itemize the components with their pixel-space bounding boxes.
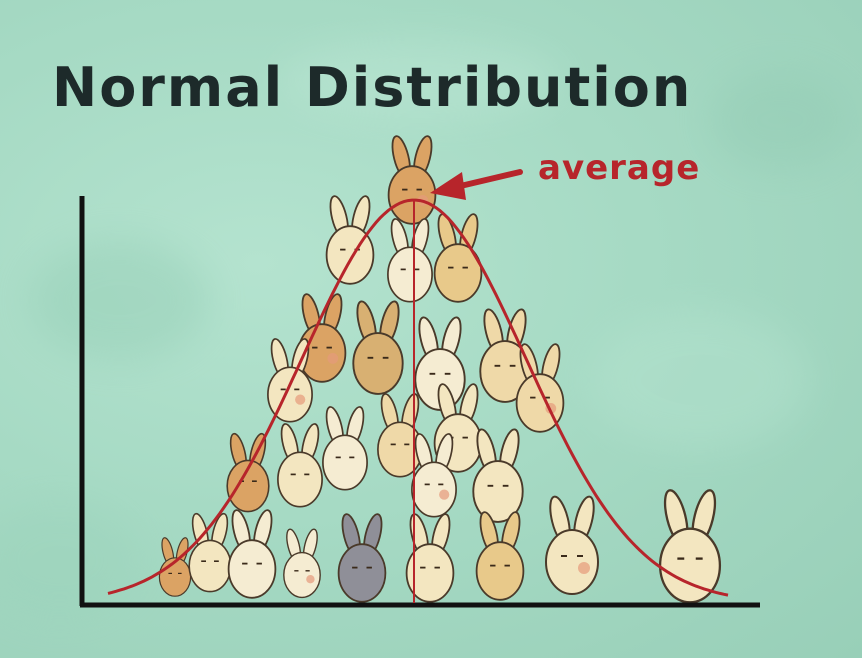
bunny-icon bbox=[377, 393, 423, 478]
arrow-icon bbox=[430, 169, 523, 200]
bunny-icon bbox=[277, 423, 323, 508]
bunny-icon bbox=[322, 406, 368, 491]
bunny-icon bbox=[325, 195, 375, 285]
average-label: average bbox=[538, 148, 701, 188]
background-texture bbox=[0, 40, 850, 620]
bunny-icon bbox=[472, 428, 524, 523]
bunny-icon bbox=[297, 293, 347, 383]
bunny-icon bbox=[658, 489, 722, 604]
bunny-icon bbox=[411, 433, 457, 518]
bunny-icon bbox=[337, 513, 387, 603]
bunny-icon bbox=[475, 511, 525, 601]
bunny-icon bbox=[283, 528, 321, 599]
bunny-icon bbox=[352, 300, 404, 395]
chart-title: Normal Distribution bbox=[52, 56, 693, 119]
bunny-icon bbox=[387, 135, 437, 225]
bunny-icon bbox=[414, 316, 466, 411]
bunny-icon bbox=[545, 495, 599, 595]
bunny-icon bbox=[227, 509, 277, 599]
bunny-icon bbox=[479, 308, 531, 403]
bunny-icon bbox=[158, 537, 192, 597]
bunny-icon bbox=[387, 218, 433, 303]
normal-curve bbox=[107, 198, 729, 597]
